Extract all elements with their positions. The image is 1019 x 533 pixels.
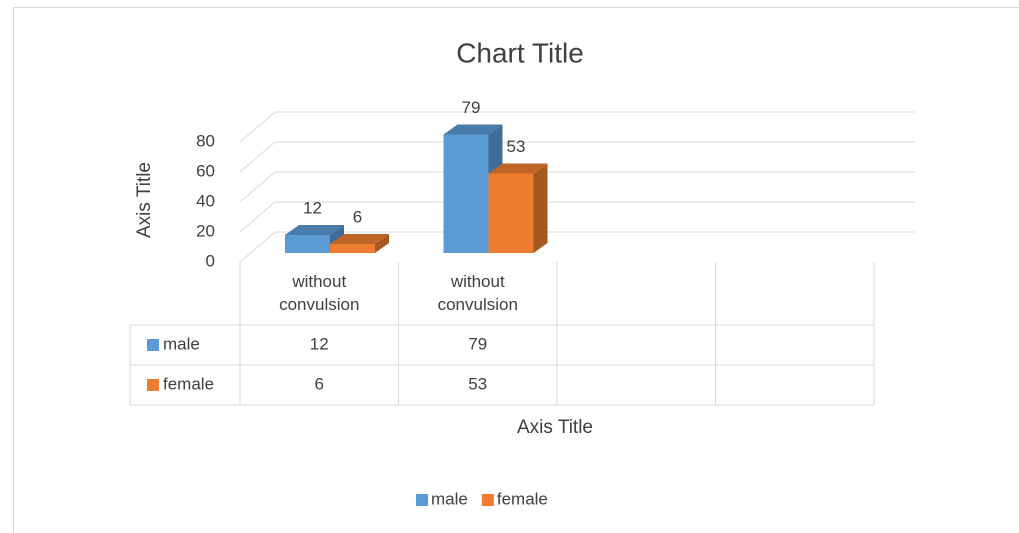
- data-label: 53: [507, 137, 526, 156]
- table-cell: 53: [468, 374, 487, 393]
- bar-face: [285, 235, 330, 253]
- data-label: 6: [353, 207, 362, 226]
- bar-face: [488, 173, 534, 253]
- bar-face: [488, 163, 548, 174]
- y-tick-label: 40: [196, 191, 215, 210]
- x-axis-title: Axis Title: [517, 417, 593, 438]
- bar: [488, 163, 548, 253]
- y-tick-label: 20: [196, 221, 215, 240]
- x-tick-label: without convulsion: [279, 272, 360, 314]
- table-series-name: female: [163, 374, 214, 393]
- table-cell: 12: [310, 334, 329, 353]
- bar-face: [330, 244, 375, 253]
- category-label-box: without convulsion: [279, 272, 360, 314]
- grid-line: [239, 201, 915, 233]
- legend-swatch: [481, 494, 494, 506]
- chart-frame: [13, 7, 1019, 533]
- data-label: 79: [462, 98, 481, 117]
- bar-face: [533, 163, 548, 253]
- y-tick-label: 60: [196, 161, 215, 180]
- grid-line: [239, 141, 915, 173]
- legend-swatch: [147, 339, 159, 351]
- grid-line: [239, 231, 915, 263]
- legend-label: male: [431, 489, 468, 508]
- category-label-box: without convulsion: [437, 272, 518, 314]
- y-tick-label: 0: [206, 251, 215, 270]
- legend-swatch: [147, 379, 159, 391]
- bar-face: [375, 234, 389, 253]
- chart-title: Chart Title: [456, 37, 584, 68]
- table-cell: 79: [468, 334, 487, 353]
- table-cell: 6: [315, 374, 324, 393]
- y-axis-title: Axis Title: [134, 162, 155, 238]
- grid-line: [239, 111, 915, 143]
- bar-face: [443, 134, 489, 253]
- bar: [330, 234, 389, 253]
- grid-line: [239, 171, 915, 203]
- bar-face: [443, 124, 503, 135]
- bar-face: [285, 225, 344, 235]
- x-tick-label: without convulsion: [437, 272, 518, 314]
- data-label: 12: [303, 198, 322, 217]
- bar-face: [330, 234, 389, 244]
- legend-swatch: [416, 494, 428, 506]
- table-series-name: male: [163, 334, 200, 353]
- legend-label: female: [497, 489, 548, 508]
- y-tick-label: 80: [196, 131, 215, 150]
